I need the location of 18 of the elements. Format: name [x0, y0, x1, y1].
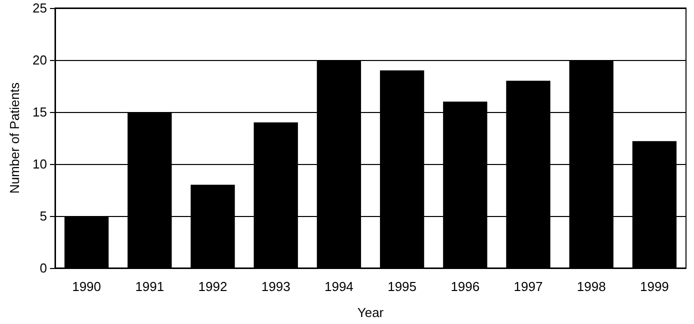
x-tick-label: 1994 [324, 279, 354, 294]
x-tick-label: 1990 [72, 279, 102, 294]
y-tick-label: 0 [40, 260, 47, 276]
x-tick-label: 1997 [514, 279, 543, 294]
y-tick-label: 20 [32, 52, 47, 68]
y-axis-title: Number of Patients [7, 82, 22, 194]
x-tick-label: 1992 [198, 279, 228, 294]
y-tick-label: 5 [40, 208, 47, 224]
x-tick-label: 1996 [450, 279, 480, 294]
x-tick-label: 1998 [576, 279, 606, 294]
x-tick-label: 1999 [640, 279, 669, 294]
y-tick-label: 15 [32, 104, 47, 120]
x-tick-label: 1993 [261, 279, 290, 294]
y-tick-label: 25 [32, 0, 47, 16]
x-tick-label: 1995 [388, 279, 417, 294]
x-tick-label: 1991 [135, 279, 164, 294]
x-axis-title: Year [357, 305, 384, 320]
y-tick-label: 10 [32, 156, 47, 172]
